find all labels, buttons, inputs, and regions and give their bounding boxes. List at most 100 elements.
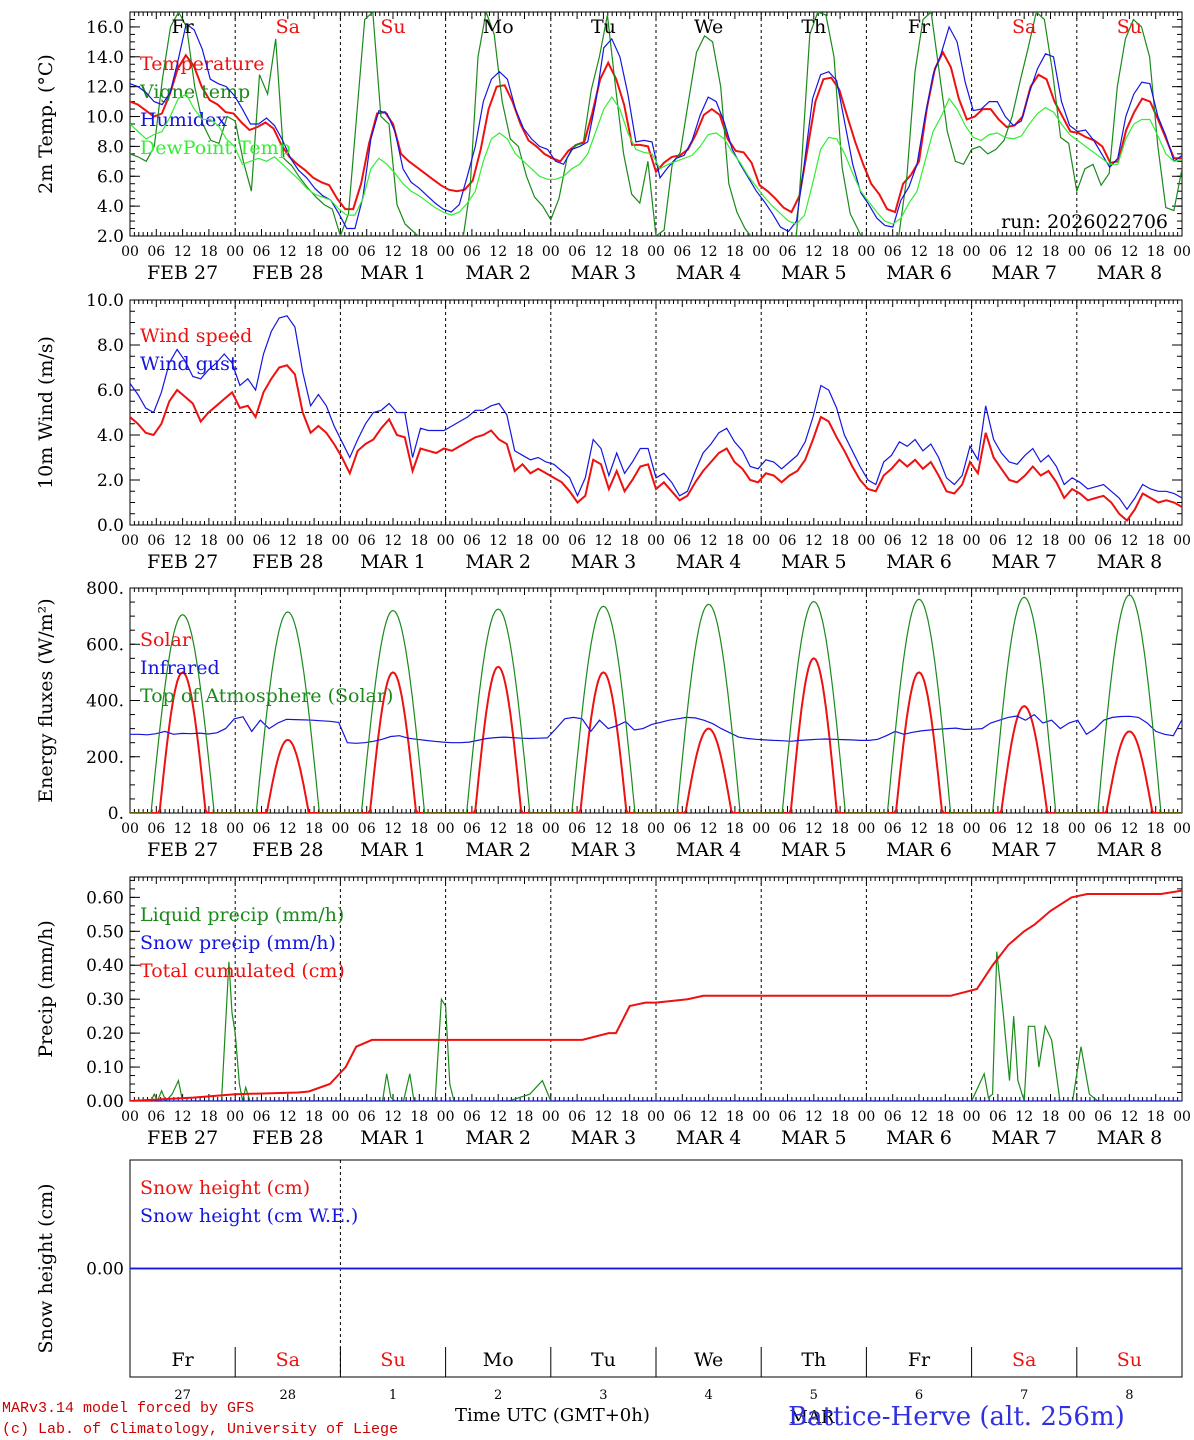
hour-label: 00 — [121, 821, 139, 837]
date-label: MAR 8 — [1097, 551, 1163, 573]
hour-label: 18 — [1147, 244, 1165, 260]
legend-temperature: Temperature — [140, 53, 264, 75]
y-tick-label: 4.0 — [97, 197, 124, 217]
day-of-week-label: Sa — [276, 1349, 300, 1371]
date-label: MAR 2 — [465, 839, 531, 861]
hour-label: 00 — [121, 1109, 139, 1125]
date-label: FEB 28 — [252, 1127, 323, 1149]
date-label: MAR 7 — [991, 262, 1057, 284]
hour-label: 00 — [437, 533, 455, 549]
hour-label: 12 — [489, 244, 507, 260]
hour-label: 12 — [174, 533, 192, 549]
hour-label: 00 — [963, 244, 981, 260]
date-label: FEB 28 — [252, 839, 323, 861]
hour-label: 06 — [884, 244, 902, 260]
date-label: MAR 8 — [1097, 1127, 1163, 1149]
day-of-week-label: We — [694, 16, 723, 38]
hour-label: 18 — [200, 821, 218, 837]
legend-snow-height-cm-: Snow height (cm) — [140, 1177, 310, 1199]
y-axis-label: 2m Temp. (°C) — [35, 54, 57, 194]
hour-label: 18 — [200, 244, 218, 260]
hour-label: 12 — [700, 821, 718, 837]
date-label: MAR 1 — [360, 839, 426, 861]
hour-label: 12 — [1015, 244, 1033, 260]
hour-label: 18 — [621, 533, 639, 549]
y-tick-label: 0.40 — [86, 956, 124, 976]
hour-label: 00 — [752, 244, 770, 260]
hour-label: 12 — [910, 244, 928, 260]
date-label: FEB 28 — [252, 262, 323, 284]
date-label: MAR 6 — [886, 262, 952, 284]
hour-label: 12 — [594, 1109, 612, 1125]
y-tick-label: 0.60 — [86, 888, 124, 908]
series-line-solar — [130, 657, 1182, 813]
hour-label: 06 — [1094, 1109, 1112, 1125]
y-axis-label: Snow height (cm) — [35, 1183, 57, 1353]
y-tick-label: 10.0 — [86, 291, 124, 311]
legend-snow-precip-mm-h-: Snow precip (mm/h) — [140, 932, 336, 954]
hour-label: 12 — [489, 533, 507, 549]
hour-label: 12 — [1120, 821, 1138, 837]
date-label: MAR 6 — [886, 839, 952, 861]
hour-label: 00 — [437, 1109, 455, 1125]
day-of-week-label: Tu — [591, 1349, 616, 1371]
hour-label: 12 — [910, 1109, 928, 1125]
hour-label: 06 — [568, 533, 586, 549]
hour-label: 00 — [1068, 533, 1086, 549]
y-tick-label: 0.20 — [86, 1024, 124, 1044]
hour-label: 00 — [857, 244, 875, 260]
hour-label: 18 — [831, 1109, 849, 1125]
hour-label: 18 — [305, 244, 323, 260]
date-label: MAR 8 — [1097, 262, 1163, 284]
day-of-week-label: Su — [1117, 16, 1142, 38]
day-of-week-label: Fr — [908, 16, 931, 38]
series-line-total-cumulated-cm- — [130, 889, 1182, 1101]
date-label: FEB 27 — [147, 1127, 218, 1149]
hour-label: 12 — [174, 244, 192, 260]
legend-top-of-atmosphere-solar-: Top of Atmosphere (Solar) — [140, 685, 393, 707]
hour-label: 18 — [726, 821, 744, 837]
legend-infrared: Infrared — [140, 657, 220, 679]
hour-label: 06 — [884, 1109, 902, 1125]
hour-label: 12 — [384, 533, 402, 549]
hour-label: 00 — [226, 1109, 244, 1125]
hour-label: 18 — [1147, 821, 1165, 837]
hour-label: 18 — [410, 533, 428, 549]
hour-label: 18 — [1147, 1109, 1165, 1125]
hour-label: 06 — [147, 244, 165, 260]
hour-label: 06 — [253, 1109, 271, 1125]
date-label: MAR 2 — [465, 551, 531, 573]
hour-label: 18 — [621, 1109, 639, 1125]
station-title: Battice-Herve (alt. 256m) — [788, 1402, 1125, 1432]
hour-label: 12 — [489, 1109, 507, 1125]
hour-label: 18 — [516, 533, 534, 549]
hour-label: 12 — [384, 821, 402, 837]
y-tick-label: 400. — [86, 692, 124, 712]
hour-label: 12 — [910, 821, 928, 837]
hour-label: 12 — [594, 821, 612, 837]
hour-label: 12 — [489, 821, 507, 837]
hour-label: 06 — [673, 244, 691, 260]
day-of-week-label: Fr — [171, 16, 194, 38]
hour-label: 00 — [1068, 1109, 1086, 1125]
y-tick-label: 0.0 — [97, 516, 124, 536]
hour-label: 18 — [936, 1109, 954, 1125]
hour-label: 06 — [568, 821, 586, 837]
day-of-week-label: Sa — [276, 16, 300, 38]
hour-label: 06 — [358, 244, 376, 260]
hour-label: 18 — [936, 244, 954, 260]
hour-label: 06 — [989, 244, 1007, 260]
date-label: FEB 28 — [252, 551, 323, 573]
hour-label: 12 — [1015, 1109, 1033, 1125]
date-label: MAR 6 — [886, 551, 952, 573]
hour-label: 00 — [121, 244, 139, 260]
hour-label: 00 — [542, 244, 560, 260]
month-label: MAR — [790, 1407, 835, 1428]
hour-label: 00 — [331, 821, 349, 837]
hour-label: 00 — [752, 533, 770, 549]
day-number-label: 28 — [280, 1388, 297, 1403]
hour-label: 00 — [542, 1109, 560, 1125]
hour-label: 06 — [989, 1109, 1007, 1125]
hour-label: 00 — [647, 1109, 665, 1125]
legend-humidex: Humidex — [140, 109, 227, 131]
